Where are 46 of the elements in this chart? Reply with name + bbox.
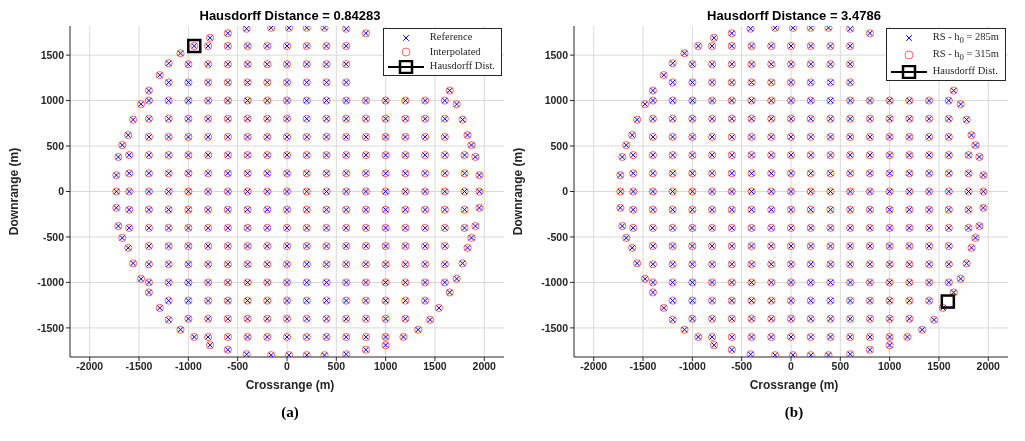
x-tick-label: 0 <box>284 360 291 373</box>
legend-label: Interpolated <box>429 45 481 57</box>
legend-label: Reference <box>429 31 473 42</box>
y-tick-label: -500 <box>546 230 569 243</box>
x-tick-label: -500 <box>227 360 249 373</box>
x-tick-label: -1000 <box>174 360 202 373</box>
x-tick-label: -2000 <box>580 360 608 373</box>
x-axis-title: Crossrange (m) <box>244 378 336 392</box>
chart-title: Hausdorff Distance = 0.84283 <box>198 8 382 23</box>
y-tick-label: -1000 <box>37 276 65 289</box>
x-axis-title: Crossrange (m) <box>748 378 840 392</box>
chart-title: Hausdorff Distance = 3.4786 <box>706 8 882 23</box>
x-tick-label: 2000 <box>976 360 1001 373</box>
x-tick-label: 1500 <box>423 360 447 373</box>
y-tick-label: -1000 <box>541 276 569 289</box>
x-tick-label: 1500 <box>927 360 951 373</box>
y-tick-label: -500 <box>42 230 65 243</box>
x-tick-label: 500 <box>831 360 850 373</box>
y-tick-label: 1500 <box>40 48 65 61</box>
x-tick-label: -2000 <box>76 360 104 373</box>
x-tick-label: 2000 <box>472 360 497 373</box>
y-tick-label: 1000 <box>40 94 65 107</box>
y-tick-label: 500 <box>46 139 65 152</box>
y-tick-label: 0 <box>58 185 65 198</box>
legend-label: RS - h$_{0}$ = 285m <box>932 31 999 46</box>
y-tick-label: -1500 <box>37 321 65 334</box>
x-tick-label: 500 <box>327 360 346 373</box>
y-tick-label: 0 <box>562 185 569 198</box>
legend-label: Hausdorff Dist. <box>429 60 495 72</box>
y-axis-title: Downrange (m) <box>511 147 526 236</box>
x-tick-label: -1500 <box>125 360 153 373</box>
legend-label: Hausdorff Dist. <box>932 65 998 77</box>
x-tick-label: -1500 <box>629 360 657 373</box>
y-tick-label: -1500 <box>541 321 569 334</box>
text: (a) <box>280 404 300 421</box>
y-tick-label: 1500 <box>544 48 569 61</box>
x-tick-label: -1000 <box>678 360 706 373</box>
x-tick-label: 0 <box>788 360 795 373</box>
text: (b) <box>783 404 805 421</box>
y-tick-label: 1000 <box>544 94 569 107</box>
x-tick-label: -500 <box>731 360 753 373</box>
x-tick-label: 1000 <box>373 360 398 373</box>
y-axis-title: Downrange (m) <box>7 147 22 236</box>
legend-label: RS - h$_{0}$ = 315m <box>932 48 999 63</box>
y-tick-label: 500 <box>550 139 569 152</box>
x-tick-label: 1000 <box>877 360 902 373</box>
